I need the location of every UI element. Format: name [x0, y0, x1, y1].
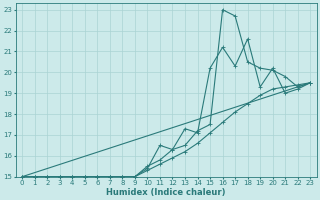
X-axis label: Humidex (Indice chaleur): Humidex (Indice chaleur): [107, 188, 226, 197]
